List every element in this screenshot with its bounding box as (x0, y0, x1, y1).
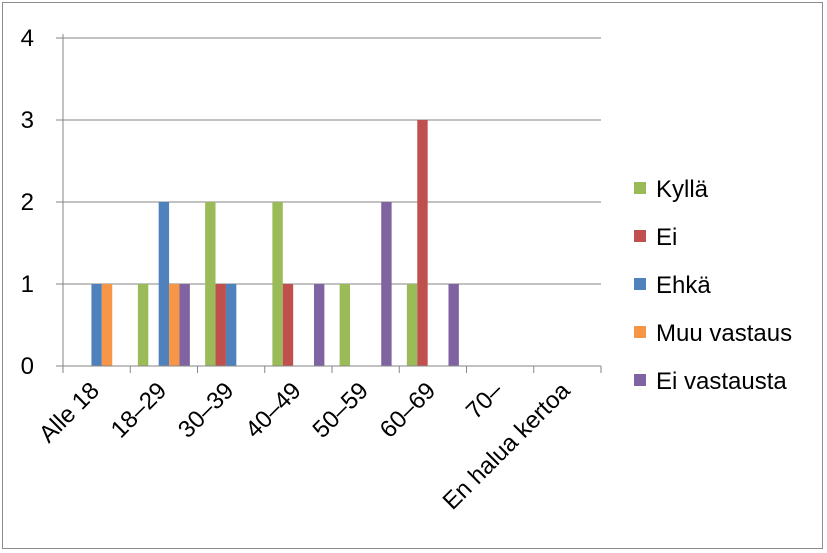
bar (137, 284, 149, 366)
bar (158, 202, 170, 366)
bar (313, 284, 325, 366)
legend-label: Ehkä (656, 272, 711, 299)
legend-label: Ei (656, 224, 677, 251)
y-tick-label: 0 (21, 353, 34, 380)
bar (179, 284, 190, 366)
bar (448, 284, 459, 366)
x-tick-label: 40–49 (240, 377, 306, 443)
bar (406, 284, 418, 366)
y-tick-label: 1 (21, 271, 34, 298)
legend-label: Kyllä (656, 176, 709, 203)
x-tick-label: 70– (461, 377, 509, 425)
x-tick-label: 30–39 (173, 377, 239, 443)
bar (215, 284, 226, 366)
axes (56, 34, 602, 373)
bar (225, 284, 237, 366)
bar (417, 120, 428, 366)
bar (101, 284, 113, 366)
x-tick-label: 18–29 (106, 377, 172, 443)
legend-swatch (634, 374, 646, 386)
x-tick-label: Alle 18 (34, 377, 105, 448)
legend-swatch (634, 278, 646, 290)
x-tick-label: 60–69 (375, 377, 441, 443)
legend-swatch (634, 230, 646, 242)
bar (282, 284, 294, 366)
y-tick-label: 4 (21, 25, 34, 52)
bars (91, 120, 459, 366)
y-tick-label: 2 (21, 189, 34, 216)
bar (381, 202, 392, 366)
bar (91, 284, 102, 366)
y-tick-label: 3 (21, 107, 34, 134)
legend-label: Ei vastausta (656, 368, 787, 395)
x-tick-label: 50–59 (308, 377, 374, 443)
bar (205, 202, 216, 366)
bar (169, 284, 180, 366)
legend: Kyllä Ei Ehkä Muu vastaus Ei vastausta (634, 176, 792, 395)
legend-swatch (634, 326, 646, 338)
x-tick-labels: Alle 18 18–29 30–39 40–49 50–59 60–69 70–En ha… (34, 377, 576, 515)
bar (339, 284, 351, 366)
bar (272, 202, 283, 366)
legend-label: Muu vastaus (656, 320, 792, 347)
gridlines (63, 37, 601, 285)
legend-swatch (634, 182, 646, 194)
y-tick-labels: 0 1 2 3 4 (21, 25, 34, 380)
